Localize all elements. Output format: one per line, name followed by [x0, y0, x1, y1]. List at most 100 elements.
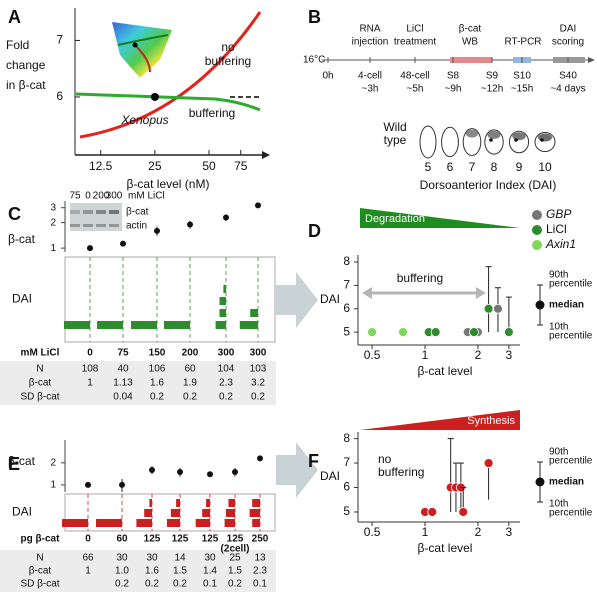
point: [257, 455, 263, 462]
point: [367, 327, 377, 338]
y-tick-label: 8: [343, 254, 350, 268]
x-tick-label: 12.5: [89, 159, 113, 173]
point: [119, 481, 125, 488]
annotation: buffering: [397, 271, 443, 285]
stage-label: S10: [513, 71, 531, 82]
annotation: buffering: [378, 465, 424, 479]
banner-label: Synthesis: [467, 415, 515, 427]
point: [177, 468, 183, 475]
dai-value: 10: [538, 160, 552, 174]
band: [70, 210, 80, 214]
point: [469, 327, 479, 338]
dai-bar: [223, 285, 226, 293]
annotation: Xenopus: [120, 113, 168, 127]
stage-label: ~12h: [481, 84, 504, 95]
dai-bar: [239, 321, 258, 329]
lane-label: 300: [106, 191, 123, 202]
band: [109, 224, 119, 227]
point: [427, 507, 438, 517]
point: [493, 303, 503, 314]
lane-label: 200: [93, 191, 110, 202]
dai-bar: [225, 509, 235, 517]
y-tick-label: 6: [343, 301, 350, 315]
dai-bar: [252, 499, 260, 507]
lane-label: 0: [85, 191, 91, 202]
dai-bar: [149, 499, 152, 507]
panel-label: C: [8, 204, 21, 224]
legend-label: 90th: [549, 270, 568, 281]
y-tick-label: 5: [343, 324, 350, 338]
dai-bar: [249, 509, 260, 517]
table-cell: 66: [82, 553, 94, 564]
panel-label: D: [308, 221, 321, 241]
dai-bar: [96, 519, 122, 527]
table-cell: 30: [146, 553, 158, 564]
row-name: N: [36, 364, 43, 375]
dai-bar: [215, 321, 226, 329]
point: [255, 202, 261, 209]
table-cell: 0.04: [113, 392, 133, 403]
point: [154, 227, 160, 234]
dai-bar: [228, 499, 235, 507]
row-name: SD β-cat: [20, 392, 59, 403]
x-tick-label: 3: [506, 348, 513, 362]
dai-bar: [219, 309, 226, 317]
table-header: 125: [144, 534, 161, 545]
point: [207, 471, 213, 478]
dai-bar: [252, 519, 260, 527]
legend-label: median: [549, 477, 584, 488]
table-bg: [0, 361, 276, 405]
point: [458, 507, 469, 517]
annotation: buffering: [205, 54, 251, 68]
y-tick-label: 7: [343, 278, 350, 292]
table-cell: 30: [204, 553, 216, 564]
embryo-head: [538, 133, 552, 142]
dai-value: 6: [447, 160, 454, 174]
y-tick-label: 2: [50, 217, 56, 228]
table-cell: 106: [149, 364, 166, 375]
stage-label: ~4 days: [550, 84, 585, 95]
dai-bar: [131, 321, 157, 329]
table-cell: 0.2: [251, 392, 265, 403]
wb-window: [450, 57, 492, 63]
banner-label: Degradation: [365, 213, 425, 225]
band: [83, 210, 93, 214]
table-header: 60: [116, 534, 128, 545]
point: [430, 327, 441, 338]
point: [87, 245, 93, 252]
legend-marker: [532, 225, 542, 235]
stage-label: S8: [447, 71, 460, 82]
y-tick-label: 8: [343, 431, 350, 445]
buffering-curve: [75, 92, 261, 112]
surface-curve: [117, 34, 169, 46]
table-header: 150: [149, 348, 166, 359]
event-label: RNA: [359, 24, 380, 35]
dai-bar: [136, 519, 152, 527]
table-cell: 40: [117, 364, 129, 375]
x-tick-label: 0.5: [364, 525, 381, 539]
dai-bar: [202, 509, 210, 517]
stage-label: 48-cell: [400, 71, 429, 82]
embryo-eye: [514, 138, 518, 142]
arrow: [276, 442, 318, 498]
x-axis-label: β-cat level (nM): [127, 177, 210, 191]
x-tick-label: 2: [475, 525, 482, 539]
embryo-eye: [489, 138, 493, 142]
panel-label: F: [308, 451, 319, 471]
stage-label: ~15h: [511, 84, 534, 95]
legend-label: median: [549, 300, 584, 311]
legend-label: Axin1: [545, 237, 576, 251]
band-label: β-cat: [126, 207, 149, 218]
table-cell: 25: [229, 553, 241, 564]
table-cell: 60: [184, 364, 196, 375]
table-cell: 2.3: [219, 378, 233, 389]
table-header: 250: [252, 534, 269, 545]
stage-label: S9: [486, 71, 499, 82]
table-cell: 0.2: [150, 392, 164, 403]
y-tick-label: 2: [50, 457, 56, 468]
table-cell: 30: [116, 553, 128, 564]
dai-bar: [206, 499, 210, 507]
legend-label: percentile: [549, 456, 593, 467]
table-cell: 1.9: [183, 378, 197, 389]
dai-value: 9: [516, 160, 523, 174]
